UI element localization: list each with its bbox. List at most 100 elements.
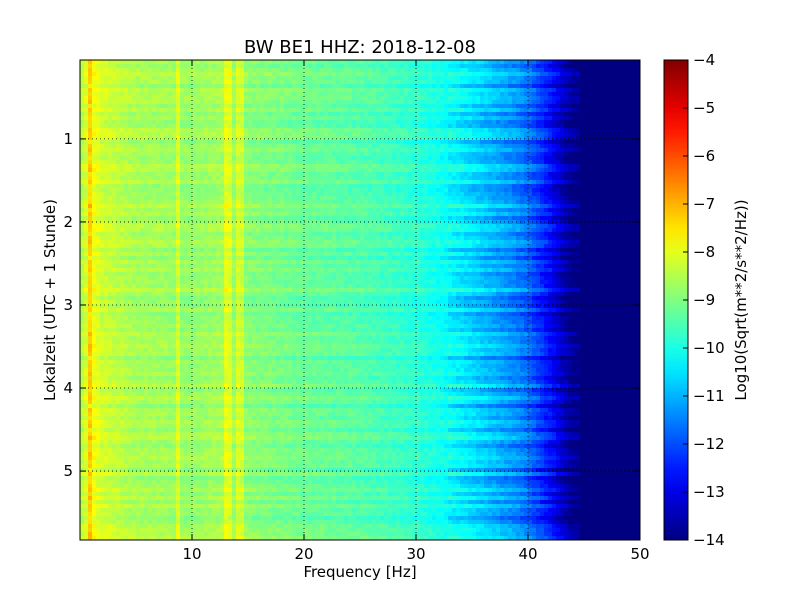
- heatmap-cell: [204, 336, 209, 341]
- heatmap-cell: [92, 76, 97, 81]
- heatmap-cell: [236, 380, 241, 385]
- heatmap-cell: [172, 420, 177, 425]
- heatmap-cell: [232, 404, 237, 409]
- heatmap-cell: [212, 276, 217, 281]
- heatmap-cell: [80, 504, 85, 509]
- heatmap-cell: [164, 428, 169, 433]
- heatmap-cell: [164, 204, 169, 209]
- heatmap-cell: [240, 360, 245, 365]
- heatmap-cell: [80, 516, 85, 521]
- heatmap-cell: [172, 480, 177, 485]
- heatmap-cell: [208, 212, 213, 217]
- heatmap-cell: [88, 108, 93, 113]
- heatmap-cell: [152, 320, 157, 325]
- heatmap-cell: [128, 128, 133, 133]
- heatmap-cell: [212, 484, 217, 489]
- heatmap-cell: [100, 276, 105, 281]
- heatmap-cell: [216, 300, 221, 305]
- heatmap-cell: [160, 164, 165, 169]
- heatmap-cell: [208, 504, 213, 509]
- heatmap-cell: [84, 428, 89, 433]
- heatmap-cell: [160, 120, 165, 125]
- heatmap-cell: [80, 116, 85, 121]
- heatmap-cell: [144, 372, 149, 377]
- heatmap-cell: [172, 496, 177, 501]
- heatmap-cell: [176, 328, 181, 333]
- heatmap-cell: [100, 412, 105, 417]
- heatmap-cell: [96, 420, 101, 425]
- heatmap-cell: [156, 144, 161, 149]
- heatmap-cell: [92, 532, 97, 537]
- heatmap-cell: [104, 312, 109, 317]
- heatmap-cell: [144, 104, 149, 109]
- heatmap-cell: [236, 396, 241, 401]
- heatmap-cell: [204, 508, 209, 513]
- heatmap-cell: [180, 364, 185, 369]
- heatmap-cell: [224, 208, 229, 213]
- heatmap-cell: [216, 520, 221, 525]
- heatmap-cell: [84, 440, 89, 445]
- heatmap-cell: [88, 276, 93, 281]
- heatmap-cell: [236, 120, 241, 125]
- heatmap-cell: [172, 452, 177, 457]
- heatmap-cell: [184, 188, 189, 193]
- heatmap-cell: [92, 136, 97, 141]
- heatmap-cell: [228, 388, 233, 393]
- heatmap-cell: [164, 84, 169, 89]
- heatmap-cell: [136, 184, 141, 189]
- heatmap-cell: [224, 504, 229, 509]
- heatmap-cell: [224, 240, 229, 245]
- heatmap-cell: [244, 84, 249, 89]
- heatmap-cell: [116, 140, 121, 145]
- heatmap-cell: [220, 220, 225, 225]
- heatmap-cell: [180, 316, 185, 321]
- heatmap-cell: [124, 308, 129, 313]
- heatmap-cell: [232, 524, 237, 529]
- heatmap-cell: [132, 476, 137, 481]
- heatmap-cell: [128, 64, 133, 69]
- heatmap-cell: [84, 456, 89, 461]
- heatmap-cell: [124, 112, 129, 117]
- heatmap-cell: [88, 240, 93, 245]
- heatmap-cell: [236, 156, 241, 161]
- heatmap-cell: [244, 248, 249, 253]
- heatmap-cell: [136, 276, 141, 281]
- heatmap-cell: [100, 156, 105, 161]
- heatmap-cell: [236, 424, 241, 429]
- heatmap-cell: [108, 140, 113, 145]
- heatmap-cell: [144, 132, 149, 137]
- heatmap-cell: [144, 260, 149, 265]
- heatmap-cell: [204, 152, 209, 157]
- heatmap-cell: [168, 264, 173, 269]
- heatmap-cell: [200, 116, 205, 121]
- heatmap-cell: [196, 200, 201, 205]
- heatmap-cell: [208, 512, 213, 517]
- heatmap-cell: [168, 96, 173, 101]
- heatmap-cell: [140, 148, 145, 153]
- heatmap-cell: [92, 508, 97, 513]
- heatmap-cell: [160, 256, 165, 261]
- heatmap-cell: [136, 104, 141, 109]
- heatmap-cell: [160, 432, 165, 437]
- heatmap-cell: [104, 296, 109, 301]
- heatmap-cell: [192, 524, 197, 529]
- heatmap-cell: [156, 440, 161, 445]
- heatmap-cell: [164, 456, 169, 461]
- heatmap-cell: [96, 308, 101, 313]
- heatmap-cell: [152, 476, 157, 481]
- heatmap-cell: [152, 488, 157, 493]
- heatmap-cell: [144, 376, 149, 381]
- heatmap-cell: [200, 420, 205, 425]
- heatmap-cell: [220, 156, 225, 161]
- heatmap-cell: [112, 240, 117, 245]
- heatmap-cell: [104, 216, 109, 221]
- heatmap-cell: [172, 288, 177, 293]
- heatmap-cell: [104, 348, 109, 353]
- heatmap-cell: [236, 196, 241, 201]
- heatmap-cell: [104, 156, 109, 161]
- heatmap-cell: [132, 92, 137, 97]
- heatmap-cell: [164, 240, 169, 245]
- heatmap-cell: [196, 416, 201, 421]
- heatmap-cell: [236, 500, 241, 505]
- heatmap-cell: [144, 312, 149, 317]
